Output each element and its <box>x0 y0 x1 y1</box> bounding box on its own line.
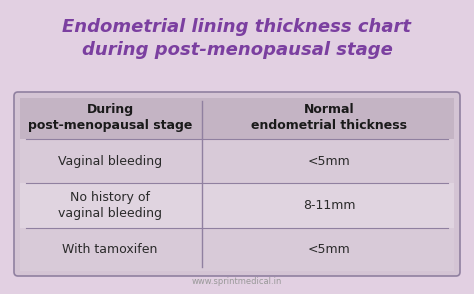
Text: Normal
endometrial thickness: Normal endometrial thickness <box>251 103 407 132</box>
FancyBboxPatch shape <box>20 98 454 139</box>
Text: <5mm: <5mm <box>308 243 350 256</box>
FancyBboxPatch shape <box>14 92 460 276</box>
FancyBboxPatch shape <box>20 228 454 271</box>
Text: <5mm: <5mm <box>308 155 350 168</box>
FancyBboxPatch shape <box>20 183 454 228</box>
FancyBboxPatch shape <box>20 139 454 183</box>
Text: Vaginal bleeding: Vaginal bleeding <box>58 155 162 168</box>
Text: With tamoxifen: With tamoxifen <box>62 243 158 256</box>
Text: Endometrial lining thickness chart
during post-menopausal stage: Endometrial lining thickness chart durin… <box>63 18 411 59</box>
Text: 8-11mm: 8-11mm <box>303 199 355 212</box>
Text: www.sprintmedical.in: www.sprintmedical.in <box>192 277 282 286</box>
Text: During
post-menopausal stage: During post-menopausal stage <box>28 103 192 132</box>
Text: No history of
vaginal bleeding: No history of vaginal bleeding <box>58 191 162 220</box>
